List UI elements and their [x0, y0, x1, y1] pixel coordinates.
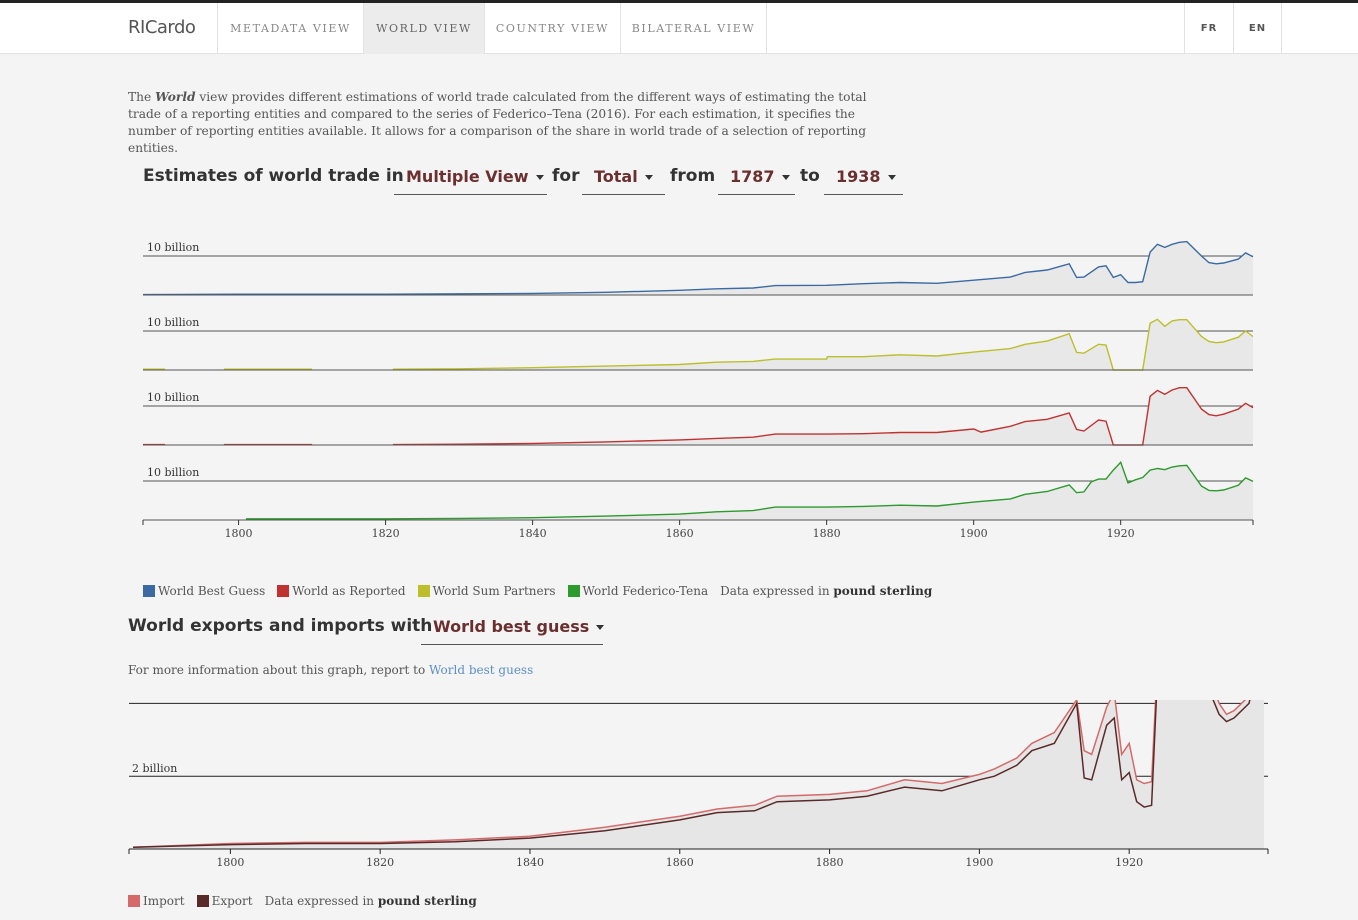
x-tick-label: 1820	[366, 856, 394, 869]
x-tick-label: 1840	[516, 856, 544, 869]
series-area	[143, 241, 1253, 295]
legend-item-federico-tena[interactable]: World Federico-Tena	[567, 584, 708, 598]
nav-metadata-view[interactable]: METADATA VIEW	[217, 3, 363, 54]
x-tick-label: 1920	[1107, 527, 1135, 540]
series-area	[245, 462, 1253, 520]
chart-legend-estimates: World Best Guess World as Reported World S…	[143, 584, 932, 598]
import-area	[133, 700, 1264, 849]
legend-swatch	[567, 585, 580, 597]
controls-label-estimates: Estimates of world trade in	[143, 166, 404, 186]
nav-world-view[interactable]: WORLD VIEW	[363, 3, 484, 54]
chevron-down-icon	[781, 175, 790, 180]
legend-swatch	[417, 585, 430, 597]
legend-item-export[interactable]: Export	[196, 894, 253, 908]
legend-swatch	[277, 585, 290, 597]
flow-select[interactable]: Total	[582, 160, 665, 195]
legend-swatch	[143, 585, 155, 597]
lang-en-button[interactable]: EN	[1233, 3, 1282, 54]
series-area	[392, 319, 1253, 370]
top-navbar: RICardo METADATA VIEW WORLD VIEW COUNTRY…	[0, 0, 1358, 54]
y-tick-label: 2 billion	[132, 762, 177, 775]
x-tick-label: 1800	[225, 527, 253, 540]
unit-note: Data expressed in pound sterling	[720, 584, 933, 598]
series-line	[142, 240, 1254, 296]
chart-legend-exports-imports: Import Export Data expressed in pound ster…	[128, 894, 477, 908]
exports-imports-title: World exports and imports with	[128, 616, 433, 636]
from-year-select[interactable]: 1787	[718, 160, 795, 195]
x-tick-label: 1840	[519, 527, 547, 540]
world-trade-multiples-chart: 10 billion 10 billion 10 billion 10 billion…	[142, 240, 1254, 540]
info-text: For more information about this graph, r…	[128, 663, 534, 677]
nav-country-view[interactable]: COUNTRY VIEW	[484, 3, 620, 54]
legend-item-best-guess[interactable]: World Best Guess	[143, 584, 265, 598]
chevron-down-icon	[644, 175, 653, 180]
lang-fr-button[interactable]: FR	[1184, 3, 1233, 54]
row-label: 10 billion	[147, 241, 199, 254]
legend-item-as-reported[interactable]: World as Reported	[277, 584, 406, 598]
x-tick-label: 1860	[666, 856, 694, 869]
chevron-down-icon	[887, 175, 896, 180]
intro-text: The World view provides different estima…	[128, 90, 867, 155]
series-area	[392, 387, 1253, 445]
legend-item-import[interactable]: Import	[128, 894, 185, 908]
legend-item-sum-partners[interactable]: World Sum Partners	[417, 584, 556, 598]
x-tick-label: 1800	[216, 856, 244, 869]
series-line	[132, 700, 1247, 848]
row-label: 10 billion	[147, 391, 199, 404]
nav-bilateral-view[interactable]: BILATERAL VIEW	[620, 3, 767, 54]
series-line	[392, 387, 1254, 446]
x-tick-label: 1920	[1115, 856, 1143, 869]
exports-imports-chart: 2 billion4 billion6 billion1800182018401…	[128, 700, 1269, 869]
x-tick-label: 1860	[666, 527, 694, 540]
legend-swatch	[196, 895, 209, 907]
x-tick-label: 1880	[816, 856, 844, 869]
world-best-guess-link[interactable]: World best guess	[429, 663, 534, 677]
y-tick-label: 4 billion	[132, 700, 177, 702]
x-tick-label: 1900	[960, 527, 988, 540]
row-label: 10 billion	[147, 316, 199, 329]
chevron-down-icon	[535, 175, 544, 180]
source-select[interactable]: World best guess	[421, 610, 605, 645]
brand-logo[interactable]: RICardo	[128, 17, 196, 38]
unit-note: Data expressed in pound sterling	[264, 894, 477, 908]
chevron-down-icon	[596, 625, 605, 630]
x-tick-label: 1880	[813, 527, 841, 540]
intro-emphasis: World	[155, 90, 196, 104]
legend-swatch	[128, 895, 140, 907]
series-line	[245, 460, 1254, 520]
x-tick-label: 1820	[372, 527, 400, 540]
series-line	[132, 700, 1251, 848]
view-select[interactable]: Multiple View	[394, 160, 547, 195]
controls-label-for: for	[552, 166, 580, 186]
x-tick-label: 1900	[965, 856, 993, 869]
series-line	[392, 318, 1254, 371]
controls-label-to: to	[800, 166, 820, 186]
controls-label-from: from	[670, 166, 716, 186]
to-year-select[interactable]: 1938	[824, 160, 903, 195]
row-label: 10 billion	[147, 466, 199, 479]
